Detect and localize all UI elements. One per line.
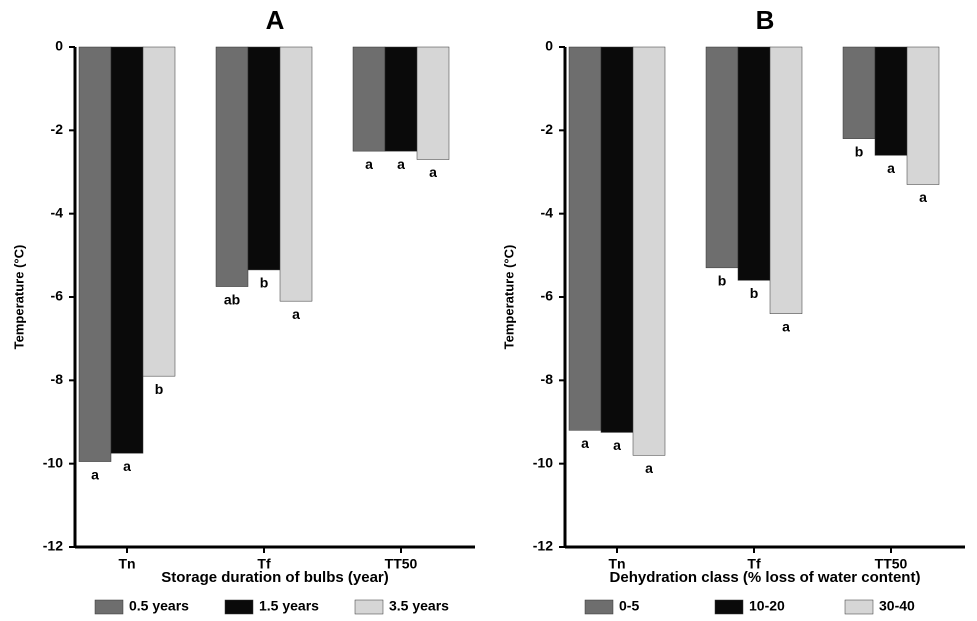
significance-letter: a (91, 466, 99, 482)
legend-swatch (94, 599, 124, 615)
significance-letter: a (782, 318, 790, 334)
bar (247, 46, 281, 271)
x-tick-label: Tn (118, 556, 135, 572)
y-tick-label: -12 (533, 538, 553, 554)
significance-letter: a (887, 160, 895, 176)
bar (416, 46, 450, 160)
significance-letter: a (613, 437, 621, 453)
legend-label: 1.5 years (259, 598, 319, 614)
significance-letter: a (365, 156, 373, 172)
significance-letter: a (919, 189, 927, 205)
significance-letter: b (155, 381, 164, 397)
y-tick-label: 0 (55, 38, 63, 54)
y-tick-label: -10 (533, 454, 553, 470)
bar (215, 46, 249, 287)
legend-swatch (584, 599, 614, 615)
y-tick-label: 0 (545, 38, 553, 54)
significance-letter: b (718, 273, 727, 289)
significance-letter: a (123, 458, 131, 474)
y-tick-label: -2 (541, 121, 554, 137)
bar (600, 46, 634, 433)
y-tick-label: -2 (51, 121, 64, 137)
bar (842, 46, 876, 139)
bar (906, 46, 940, 185)
bar (632, 46, 666, 456)
y-axis-label: Temperature (°C) (501, 245, 516, 350)
significance-letter: ab (224, 291, 240, 307)
y-tick-label: -8 (541, 371, 554, 387)
x-tick-label: Tn (608, 556, 625, 572)
legend-swatch (354, 599, 384, 615)
significance-letter: a (397, 156, 405, 172)
legend-swatch (224, 599, 254, 615)
significance-letter: a (645, 460, 653, 476)
significance-letter: a (292, 306, 300, 322)
significance-letter: a (581, 435, 589, 451)
legend-label: 0-5 (619, 598, 639, 614)
x-tick-label: Tf (747, 556, 761, 572)
legend: 0-5 10-20 30-40 (584, 598, 915, 615)
bar (769, 46, 803, 314)
legend: 0.5 years 1.5 years 3.5 years (94, 598, 449, 615)
significance-letter: b (750, 285, 759, 301)
legend-label: 10-20 (749, 598, 785, 614)
legend-label: 0.5 years (129, 598, 189, 614)
y-tick-label: -10 (43, 454, 63, 470)
legend-swatch (844, 599, 874, 615)
bar (78, 46, 112, 462)
significance-letter: b (855, 143, 864, 159)
y-tick-label: -8 (51, 371, 64, 387)
y-tick-label: -12 (43, 538, 63, 554)
bar (874, 46, 908, 156)
y-tick-label: -6 (51, 288, 64, 304)
x-axis-label: Dehydration class (% loss of water conte… (610, 569, 921, 586)
x-tick-label: Tf (257, 556, 271, 572)
x-axis-label: Storage duration of bulbs (year) (161, 569, 389, 586)
legend-swatch (714, 599, 744, 615)
significance-letter: a (429, 164, 437, 180)
significance-letter: b (260, 275, 269, 291)
bar (384, 46, 418, 152)
y-tick-label: -4 (541, 204, 554, 220)
chart-title: A (266, 5, 285, 35)
bar (705, 46, 739, 269)
x-tick-label: TT50 (875, 556, 908, 572)
bar (568, 46, 602, 431)
legend-label: 3.5 years (389, 598, 449, 614)
y-axis-label: Temperature (°C) (11, 245, 26, 350)
bar (110, 46, 144, 454)
bar (352, 46, 386, 152)
bar (737, 46, 771, 281)
legend-label: 30-40 (879, 598, 915, 614)
bar (279, 46, 313, 302)
bar (142, 46, 176, 377)
chart-title: B (756, 5, 775, 35)
y-tick-label: -6 (541, 288, 554, 304)
x-tick-label: TT50 (385, 556, 418, 572)
y-tick-label: -4 (51, 204, 64, 220)
